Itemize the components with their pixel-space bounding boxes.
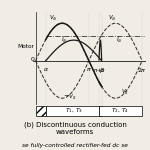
Text: $\alpha$: $\alpha$ xyxy=(43,66,49,73)
Text: $v_a$: $v_a$ xyxy=(108,13,117,22)
Text: $v_s$: $v_s$ xyxy=(121,88,130,97)
Bar xyxy=(36,106,46,116)
Text: $\beta$: $\beta$ xyxy=(99,66,105,75)
Text: $\pi{+}\alpha$: $\pi{+}\alpha$ xyxy=(93,66,105,74)
Bar xyxy=(99,106,102,116)
Bar xyxy=(99,106,142,116)
Text: se fully-controlled rectifier-fed dc se: se fully-controlled rectifier-fed dc se xyxy=(22,144,128,148)
Text: $-v_s$: $-v_s$ xyxy=(63,93,76,102)
Text: 0: 0 xyxy=(30,57,34,62)
Text: $i_a$: $i_a$ xyxy=(116,35,123,45)
Text: $T_1,\,T_3$: $T_1,\,T_3$ xyxy=(65,107,83,115)
Text: $v_a$: $v_a$ xyxy=(49,13,58,22)
Text: $T_2,\,T_4$: $T_2,\,T_4$ xyxy=(111,107,130,115)
Text: $i_a$: $i_a$ xyxy=(61,35,68,45)
Bar xyxy=(46,106,102,116)
Text: $2\pi$: $2\pi$ xyxy=(137,66,147,74)
Text: Motor: Motor xyxy=(18,44,35,49)
Text: (b) Discontinuous conduction
waveforms: (b) Discontinuous conduction waveforms xyxy=(24,122,126,135)
Text: $\pi$: $\pi$ xyxy=(86,66,92,73)
